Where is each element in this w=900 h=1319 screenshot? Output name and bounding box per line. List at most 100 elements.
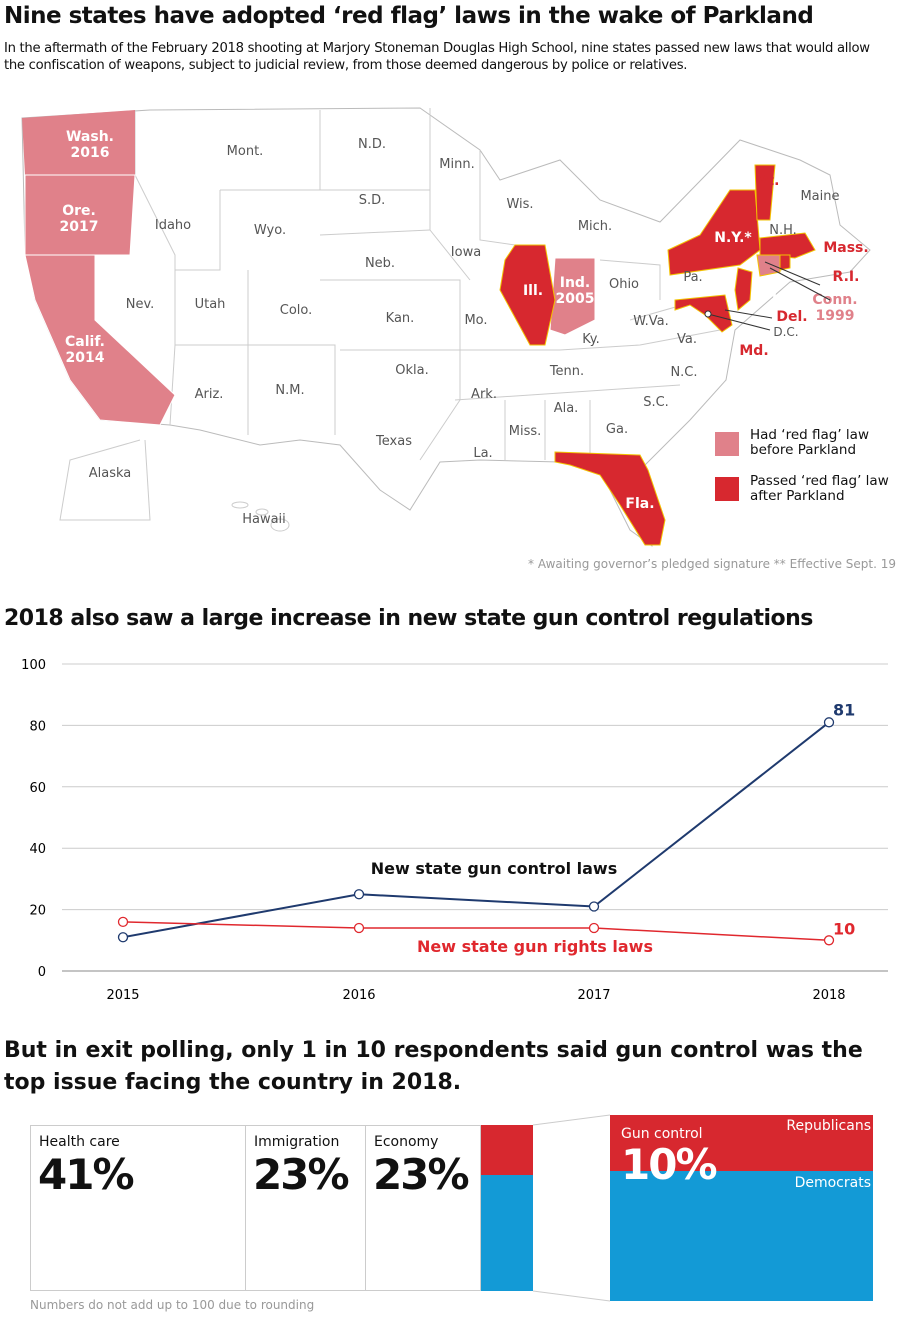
highlighted-state-label: Vt. (757, 173, 780, 189)
state-label: Ky. (582, 332, 600, 347)
data-point (353, 922, 365, 934)
state-label: Texas (375, 434, 412, 449)
state-fla (554, 451, 666, 546)
state-label: Ariz. (195, 387, 224, 402)
state-vt (754, 164, 776, 221)
issue-health-care: Health care 41% (30, 1125, 246, 1291)
state-label: Mont. (227, 144, 264, 159)
map-footnote: * Awaiting governor’s pledged signature … (528, 557, 896, 571)
gun-control-dem-bar (481, 1175, 533, 1291)
bar-title: But in exit polling, only 1 in 10 respon… (4, 1038, 863, 1095)
state-label: Ohio (609, 277, 639, 292)
gun-control-gop-bar (481, 1125, 533, 1175)
x-tick-label: 2018 (812, 988, 845, 1003)
x-tick-label: 2015 (106, 988, 139, 1003)
highlighted-state-label: R.I. (833, 269, 860, 285)
legend-before: Had ‘red flag’ law before Parkland (750, 427, 869, 458)
series-label: New state gun control laws (371, 859, 617, 878)
data-point (117, 932, 129, 943)
end-value-label: 81 (833, 700, 855, 719)
state-conn (756, 254, 781, 277)
state-label: Nev. (126, 297, 155, 312)
democrats-label: Democrats (794, 1175, 871, 1191)
republicans-label: Republicans (786, 1118, 871, 1134)
series-line (122, 721, 830, 939)
data-point (353, 889, 365, 900)
state-label: Colo. (280, 303, 313, 318)
state-label: Miss. (509, 424, 542, 439)
y-tick-label: 0 (38, 965, 46, 980)
state-label: Kan. (386, 311, 415, 326)
state-label: N.H. (769, 223, 797, 238)
data-point (823, 935, 835, 946)
highlighted-state-label: Ill. (523, 283, 543, 299)
state-label: S.C. (643, 395, 669, 410)
x-tick-label: 2017 (577, 988, 610, 1003)
state-nj (734, 267, 753, 311)
law-year-label: 2014 (66, 350, 105, 366)
end-value-label: 10 (833, 919, 855, 938)
chart-title: 2018 also saw a large increase in new st… (4, 606, 813, 631)
highlighted-state-label: N.Y.* (714, 230, 752, 246)
data-point (588, 922, 600, 934)
highlighted-state-label: N.J.** (755, 286, 798, 302)
issue-value: 23% (373, 1150, 470, 1199)
state-mass (759, 232, 816, 259)
data-point (823, 717, 835, 728)
gun-control-dem-zoom (610, 1171, 873, 1301)
y-tick-label: 60 (29, 781, 46, 796)
dc-marker (704, 310, 712, 318)
y-tick-label: 20 (29, 904, 46, 919)
highlighted-labels: Wash.2016 Ore.2017 Calif.2014 Ind.2005 Conn.… (60, 129, 869, 512)
state-label: Idaho (155, 218, 191, 233)
highlighted-state-label: Wash. (66, 129, 114, 145)
state-label: Iowa (451, 245, 481, 260)
x-tick-label: 2016 (342, 988, 375, 1003)
highlighted-state-label: Ore. (62, 203, 96, 219)
state-md-del (674, 294, 733, 333)
law-year-label: 2017 (60, 219, 99, 235)
page-title: Nine states have adopted ‘red flag’ laws… (4, 3, 814, 29)
state-borders (59, 108, 721, 521)
highlighted-state-label: Fla. (625, 496, 654, 512)
issue-label: Economy (374, 1134, 439, 1150)
legend-swatch-before (715, 432, 739, 456)
rounding-note: Numbers do not add up to 100 due to roun… (30, 1298, 315, 1312)
subtitle: In the aftermath of the February 2018 sh… (4, 41, 870, 73)
issue-label: Immigration (254, 1134, 340, 1150)
state-label: Minn. (439, 157, 474, 172)
highlighted-state-label: Del. (776, 309, 807, 325)
us-outline (21, 107, 871, 547)
issue-value: 23% (253, 1150, 350, 1199)
highlighted-state-label: Conn. (812, 292, 857, 308)
state-label: Okla. (395, 363, 428, 378)
zoom-connector (533, 1114, 611, 1302)
issue-label: Health care (39, 1134, 120, 1150)
state-label: Alaska (89, 466, 132, 481)
state-label: Va. (677, 332, 697, 347)
highlighted-states (22, 110, 816, 546)
series-line (122, 921, 830, 942)
gun-control-label: Gun control (621, 1126, 703, 1142)
state-label: Utah (195, 297, 226, 312)
state-label: Ark. (471, 387, 497, 402)
legend-after: Passed ‘red flag’ law after Parkland (750, 473, 889, 504)
law-year-label: 2016 (71, 145, 110, 161)
law-year-label: 2005 (556, 291, 595, 307)
y-tick-label: 80 (29, 719, 46, 734)
state-label: Ga. (606, 422, 628, 437)
highlighted-state-label: Md. (739, 343, 768, 359)
state-ore (24, 174, 136, 256)
gun-control-value: 10% (621, 1140, 718, 1189)
state-label: Pa. (683, 270, 702, 285)
issue-economy: Economy 23% (365, 1125, 481, 1291)
state-label: N.D. (358, 137, 386, 152)
state-label: La. (473, 446, 492, 461)
issue-immigration: Immigration 23% (245, 1125, 366, 1291)
state-label: W.Va. (633, 314, 668, 329)
state-label: S.D. (359, 193, 386, 208)
state-label: Hawaii (242, 512, 286, 527)
state-label: D.C. (773, 325, 798, 339)
gun-control-gop-zoom (610, 1115, 873, 1171)
leader-lines (707, 261, 831, 331)
